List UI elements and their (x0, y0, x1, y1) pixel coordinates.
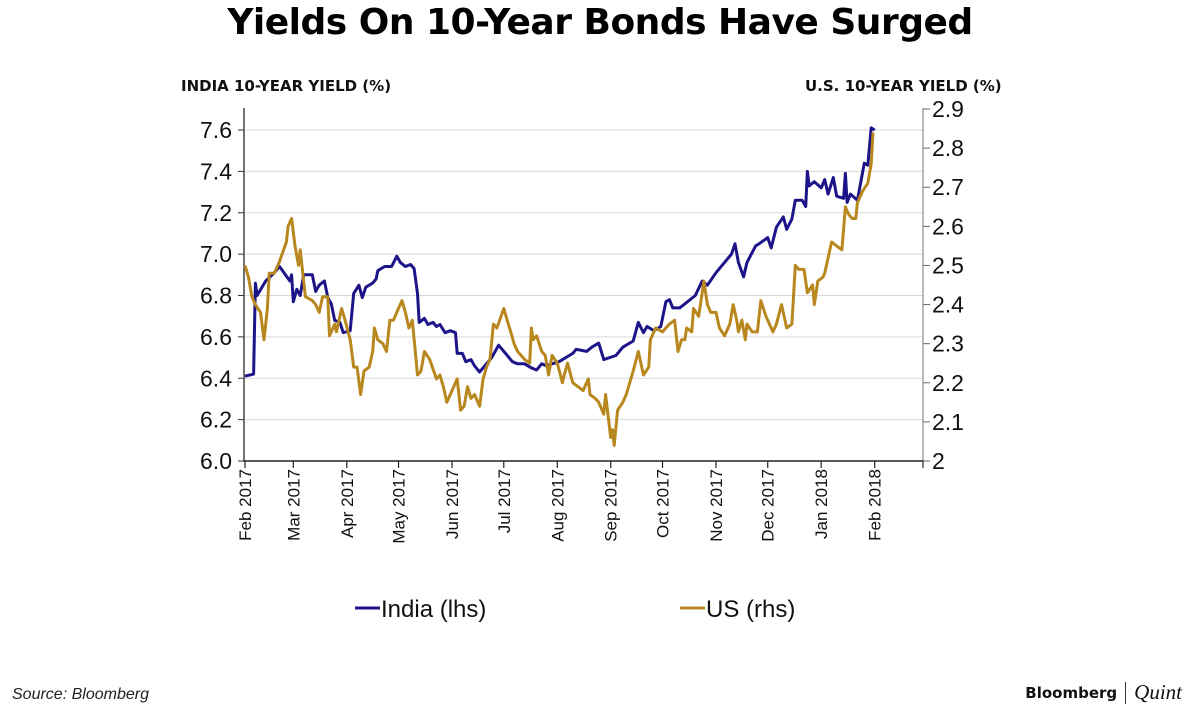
legend-label: US (rhs) (706, 596, 795, 623)
y-left-tick-label: 6.4 (200, 365, 232, 391)
x-tick-label: Dec 2017 (759, 469, 778, 542)
x-tick-label: Aug 2017 (548, 469, 567, 542)
y-right-tick-label: 2.9 (932, 96, 964, 122)
x-tick-label: Jan 2018 (812, 469, 831, 539)
source-note: Source: Bloomberg (12, 686, 149, 703)
x-tick-label: Oct 2017 (653, 469, 672, 538)
y-left-tick-label: 6.2 (200, 407, 232, 433)
y-right-tick-label: 2.1 (932, 409, 964, 435)
series-line-india (244, 126, 876, 378)
publisher-logo: Bloomberg Quint (1025, 680, 1182, 705)
x-tick-label: May 2017 (390, 469, 409, 544)
x-tick-label: Apr 2017 (338, 469, 357, 538)
x-tick-label: Mar 2017 (284, 469, 303, 541)
y-left-tick-label: 6.0 (200, 448, 232, 474)
y-right-tick-label: 2.7 (932, 174, 964, 200)
y-right-tick-label: 2.6 (932, 213, 964, 239)
chart-title: Yields On 10-Year Bonds Have Surged (227, 2, 973, 43)
y-right-tick-label: 2.4 (932, 292, 964, 318)
y-left-tick-label: 6.6 (200, 324, 232, 350)
y-right-tick-label: 2.2 (932, 370, 964, 396)
logo-divider (1125, 681, 1127, 704)
y-left-tick-label: 7.2 (200, 200, 232, 226)
logo-bloomberg: Bloomberg (1025, 683, 1118, 702)
y-left-tick-label: 7.0 (200, 241, 232, 267)
x-tick-label: Nov 2017 (707, 469, 726, 542)
y-left-tick-label: 7.4 (200, 158, 232, 184)
x-tick-label: Sep 2017 (602, 469, 621, 542)
series-line-us (243, 132, 875, 447)
y-axis-right-label: U.S. 10-YEAR YIELD (%) (805, 77, 1002, 95)
y-right-tick-label: 2 (932, 448, 945, 474)
x-tick-label: Jun 2017 (443, 469, 462, 539)
y-right-tick-label: 2.5 (932, 252, 964, 278)
y-left-tick-label: 7.6 (200, 117, 232, 143)
y-right-tick-label: 2.8 (932, 135, 964, 161)
logo-quint: Quint (1134, 680, 1182, 704)
y-axis-left-label: INDIA 10-YEAR YIELD (%) (181, 77, 392, 95)
x-tick-label: Feb 2018 (866, 469, 885, 541)
y-right-tick-label: 2.3 (932, 331, 964, 357)
legend-label: India (lhs) (381, 596, 486, 623)
x-tick-label: Jul 2017 (495, 469, 514, 533)
y-left-tick-label: 6.8 (200, 283, 232, 309)
x-tick-label: Feb 2017 (236, 469, 255, 541)
